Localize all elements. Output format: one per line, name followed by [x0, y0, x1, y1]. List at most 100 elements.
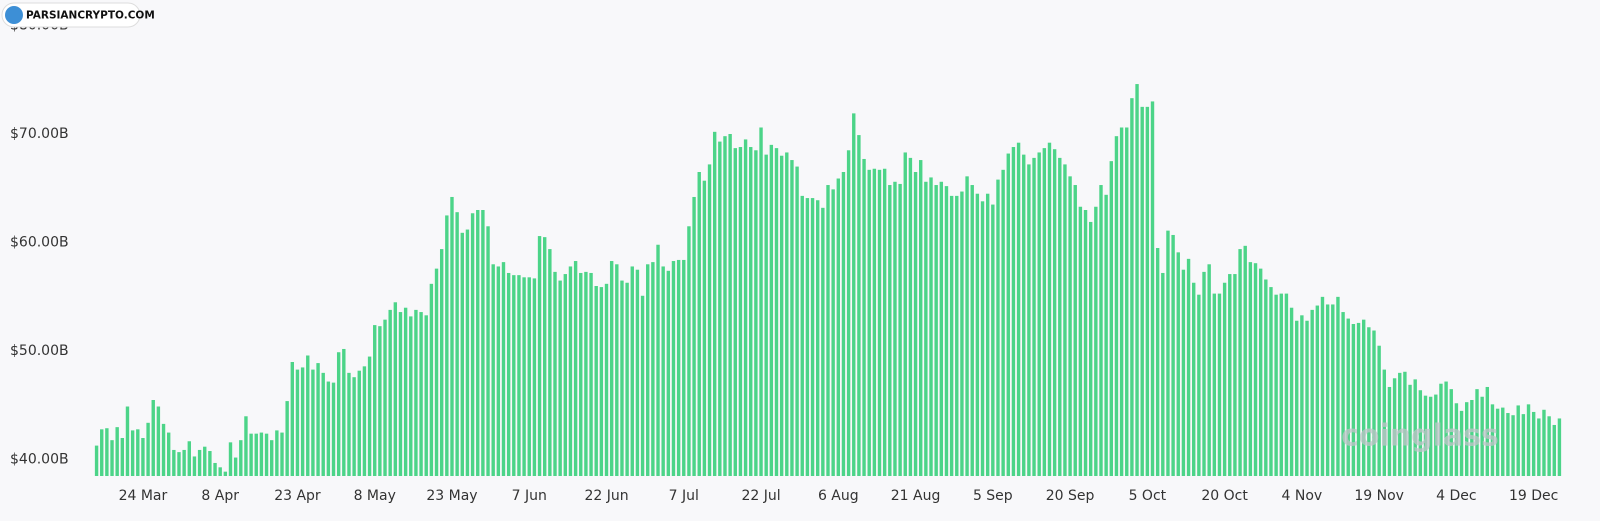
x-tick-label: 6 Aug	[818, 488, 859, 504]
bar	[877, 169, 882, 477]
x-tick-label: 5 Sep	[973, 488, 1013, 504]
bar	[965, 176, 969, 477]
bar	[259, 432, 264, 476]
bar	[1501, 407, 1505, 476]
bar	[460, 232, 464, 476]
bar	[1253, 263, 1258, 476]
bar	[367, 356, 372, 476]
bar	[1104, 194, 1108, 477]
bar	[517, 275, 521, 476]
bar	[321, 372, 325, 476]
bar	[1356, 322, 1361, 476]
bar	[1264, 279, 1268, 476]
bar	[707, 164, 712, 476]
bar	[692, 196, 696, 476]
bar	[197, 449, 202, 476]
bar	[1238, 249, 1242, 476]
bar	[543, 237, 547, 476]
bar	[671, 261, 676, 476]
bar	[857, 135, 861, 477]
bar	[537, 236, 542, 476]
bar	[774, 148, 779, 476]
bar	[388, 309, 392, 476]
bar	[1099, 185, 1103, 476]
bar	[1418, 390, 1423, 476]
bar	[1001, 169, 1005, 477]
bar	[409, 316, 413, 476]
bar	[1398, 372, 1402, 476]
bar	[130, 430, 135, 476]
bar	[635, 269, 640, 476]
bar	[331, 382, 336, 476]
bar	[275, 430, 279, 476]
watermark: coinglass	[1341, 419, 1499, 454]
bar	[285, 401, 289, 476]
bar	[213, 462, 217, 476]
bar	[300, 367, 305, 476]
bar	[805, 198, 810, 477]
bar	[872, 168, 877, 476]
bar	[306, 355, 310, 476]
bar	[929, 177, 933, 476]
bar	[970, 185, 974, 476]
bar	[1403, 371, 1407, 476]
bar	[795, 166, 799, 477]
bar	[1454, 403, 1459, 476]
x-tick-label: 20 Oct	[1201, 488, 1248, 504]
bar	[1119, 127, 1124, 476]
bar	[620, 280, 624, 476]
bar	[1521, 414, 1526, 476]
bar	[1341, 312, 1345, 476]
bar	[1078, 206, 1083, 476]
bar	[687, 226, 691, 476]
bar	[821, 207, 825, 477]
bar	[1295, 320, 1299, 476]
bar	[656, 244, 660, 476]
bar	[615, 264, 619, 476]
bar	[723, 136, 727, 476]
bar	[172, 449, 176, 476]
x-tick-label: 24 Mar	[119, 488, 168, 504]
bar	[1192, 282, 1196, 476]
bar	[826, 185, 830, 476]
bar	[702, 180, 707, 476]
bar	[270, 440, 274, 476]
bar	[785, 152, 789, 476]
x-tick-label: 7 Jun	[512, 488, 547, 504]
bar	[1392, 378, 1397, 476]
bar	[1228, 274, 1232, 476]
x-tick-label: 4 Dec	[1436, 488, 1476, 504]
badge-text: PARSIANCRYPTO.COM	[26, 10, 155, 22]
bar	[1475, 389, 1479, 476]
bar	[1243, 245, 1247, 476]
bar	[465, 229, 470, 476]
bar	[1073, 185, 1077, 476]
bar	[1248, 262, 1253, 476]
bar	[867, 169, 871, 477]
badge-box	[1, 2, 141, 28]
bar	[944, 186, 949, 476]
bar	[955, 195, 959, 476]
bar	[378, 326, 382, 476]
bar	[450, 196, 454, 476]
bar	[1217, 293, 1222, 476]
bar	[1016, 142, 1021, 476]
bar	[1485, 386, 1490, 476]
bar	[1125, 127, 1129, 476]
bar	[512, 275, 516, 476]
bar	[1130, 98, 1134, 477]
bar	[862, 158, 866, 476]
bar	[424, 315, 428, 476]
bar	[1531, 411, 1536, 476]
bar	[743, 139, 748, 476]
bar	[697, 172, 701, 476]
bar	[166, 432, 171, 476]
bar	[1315, 305, 1320, 476]
bar	[1233, 274, 1237, 476]
bar	[1305, 320, 1309, 476]
bar	[991, 204, 995, 477]
y-tick-label: $50.00B	[10, 343, 69, 359]
bar	[105, 428, 109, 476]
bar	[532, 278, 537, 476]
bar	[1150, 101, 1155, 476]
